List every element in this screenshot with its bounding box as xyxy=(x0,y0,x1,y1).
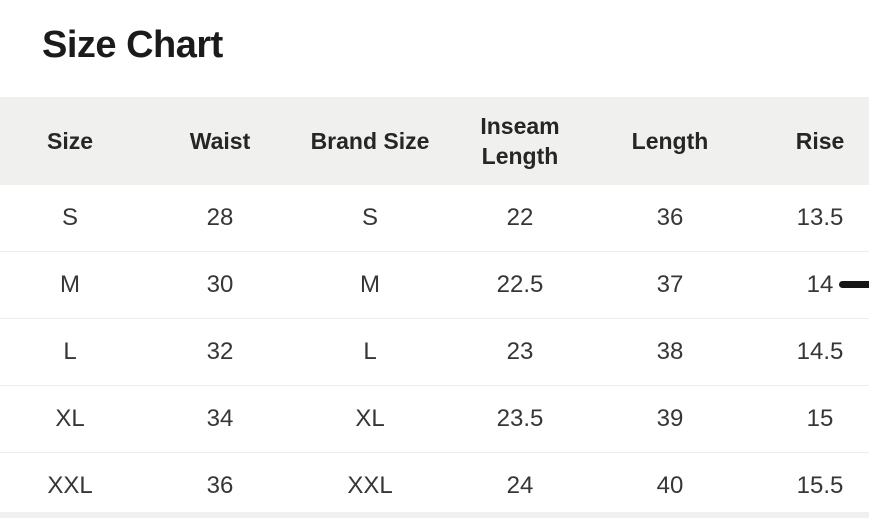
page-title: Size Chart xyxy=(42,24,223,66)
column-header-length: Length xyxy=(595,97,745,185)
size-chart-table-container: Size Waist Brand Size Inseam Length Leng… xyxy=(0,97,869,519)
scrollbar-thumb[interactable] xyxy=(839,281,869,288)
cell-length: 36 xyxy=(595,185,745,252)
cell-rise: 13.5 xyxy=(745,185,869,252)
cell-waist: 32 xyxy=(145,319,295,386)
column-header-inseam-length: Inseam Length xyxy=(445,97,595,185)
cell-inseam-length: 24 xyxy=(445,453,595,519)
cell-brand-size: L xyxy=(295,319,445,386)
column-header-size: Size xyxy=(0,97,145,185)
cell-inseam-length: 23 xyxy=(445,319,595,386)
cell-length: 40 xyxy=(595,453,745,519)
size-chart-table: Size Waist Brand Size Inseam Length Leng… xyxy=(0,97,869,519)
column-header-waist: Waist xyxy=(145,97,295,185)
cell-waist: 34 xyxy=(145,386,295,453)
cell-rise: 15 xyxy=(745,386,869,453)
cell-waist: 28 xyxy=(145,185,295,252)
cell-length: 38 xyxy=(595,319,745,386)
cell-length: 39 xyxy=(595,386,745,453)
cell-length: 37 xyxy=(595,252,745,319)
cell-size: XL xyxy=(0,386,145,453)
cell-brand-size: XL xyxy=(295,386,445,453)
cell-inseam-length: 22 xyxy=(445,185,595,252)
cell-waist: 36 xyxy=(145,453,295,519)
table-row-xxl: XXL 36 XXL 24 40 15.5 xyxy=(0,453,869,519)
cell-size: M xyxy=(0,252,145,319)
cell-rise: 14.5 xyxy=(745,319,869,386)
cell-waist: 30 xyxy=(145,252,295,319)
next-row-peek xyxy=(0,512,869,518)
cell-size: S xyxy=(0,185,145,252)
table-row-m: M 30 M 22.5 37 14 xyxy=(0,252,869,319)
column-header-rise: Rise xyxy=(745,97,869,185)
table-header-row: Size Waist Brand Size Inseam Length Leng… xyxy=(0,97,869,185)
cell-brand-size: XXL xyxy=(295,453,445,519)
cell-brand-size: M xyxy=(295,252,445,319)
cell-size: L xyxy=(0,319,145,386)
table-row-s: S 28 S 22 36 13.5 xyxy=(0,185,869,252)
table-row-xl: XL 34 XL 23.5 39 15 xyxy=(0,386,869,453)
cell-rise: 15.5 xyxy=(745,453,869,519)
cell-brand-size: S xyxy=(295,185,445,252)
cell-inseam-length: 23.5 xyxy=(445,386,595,453)
column-header-brand-size: Brand Size xyxy=(295,97,445,185)
cell-size: XXL xyxy=(0,453,145,519)
cell-inseam-length: 22.5 xyxy=(445,252,595,319)
table-row-l: L 32 L 23 38 14.5 xyxy=(0,319,869,386)
